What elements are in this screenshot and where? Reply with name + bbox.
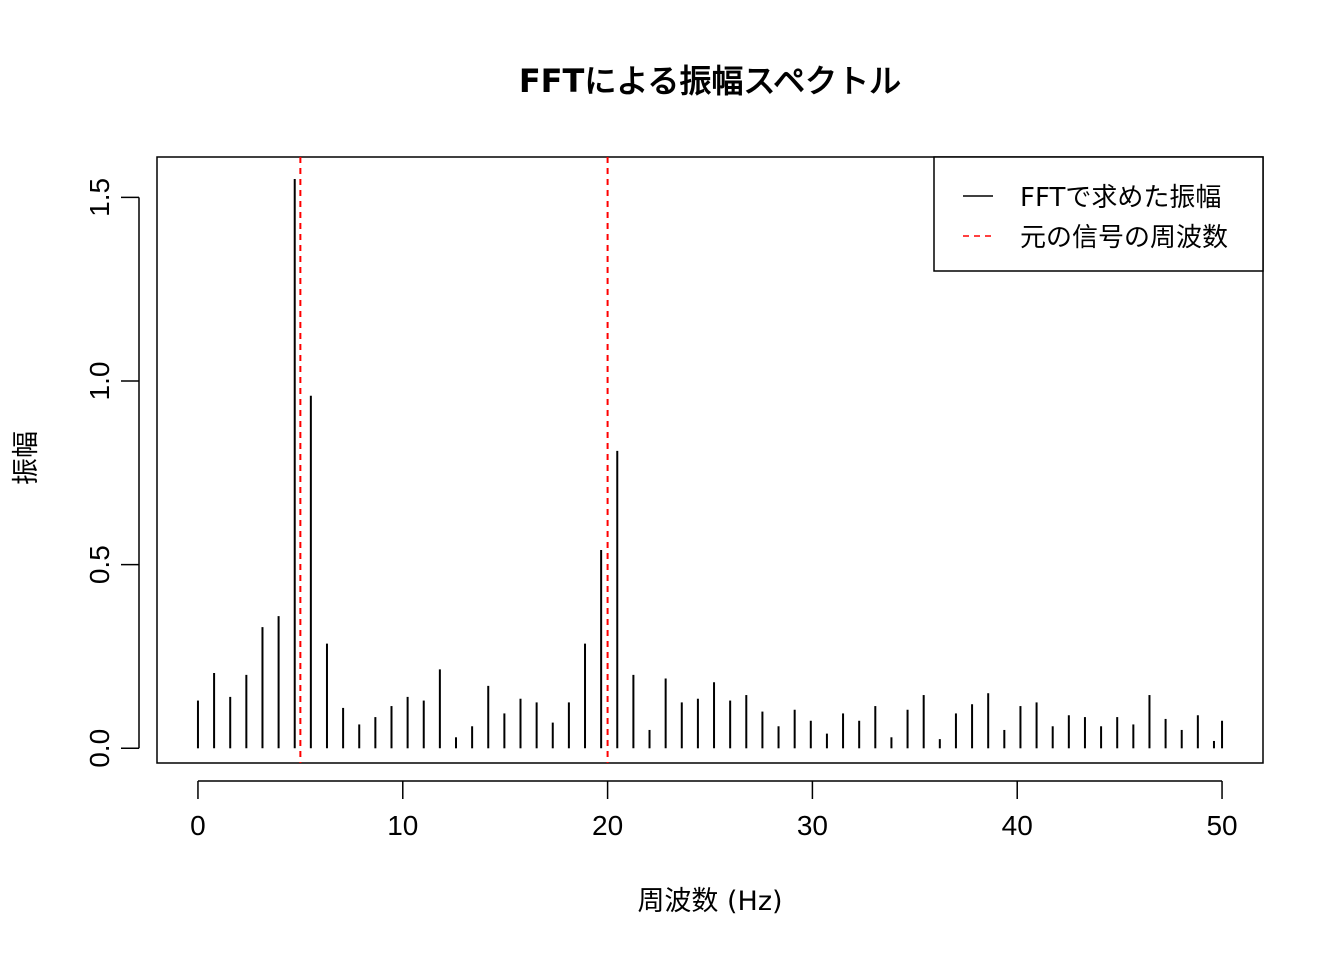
legend-box bbox=[933, 156, 1264, 272]
x-tick-label: 20 bbox=[592, 810, 623, 841]
y-axis-label: 振幅 bbox=[11, 431, 42, 485]
legend: FFTで求めた振幅 元の信号の周波数 bbox=[933, 156, 1264, 272]
fft-spikes bbox=[196, 179, 1224, 749]
y-tick-label: 1.0 bbox=[84, 362, 115, 401]
y-axis: 0.0 0.5 1.0 1.5 bbox=[84, 178, 140, 768]
y-tick-label: 0.5 bbox=[84, 545, 115, 584]
signal-frequency-lines bbox=[299, 157, 609, 763]
x-axis-label: 周波数 (Hz) bbox=[637, 886, 782, 917]
y-tick-label: 0.0 bbox=[84, 729, 115, 768]
legend-label-fft: FFTで求めた振幅 bbox=[1020, 183, 1221, 213]
x-axis: 0 10 20 30 40 50 bbox=[190, 780, 1238, 841]
x-tick-label: 0 bbox=[190, 810, 206, 841]
x-tick-label: 50 bbox=[1206, 810, 1237, 841]
legend-label-signal: 元の信号の周波数 bbox=[1020, 223, 1228, 253]
plot-frame bbox=[156, 156, 1264, 764]
x-tick-label: 10 bbox=[387, 810, 418, 841]
x-tick-label: 30 bbox=[797, 810, 828, 841]
y-tick-label: 1.5 bbox=[84, 178, 115, 217]
x-tick-label: 40 bbox=[1002, 810, 1033, 841]
chart-title: FFTによる振幅スペクトル bbox=[519, 62, 901, 100]
